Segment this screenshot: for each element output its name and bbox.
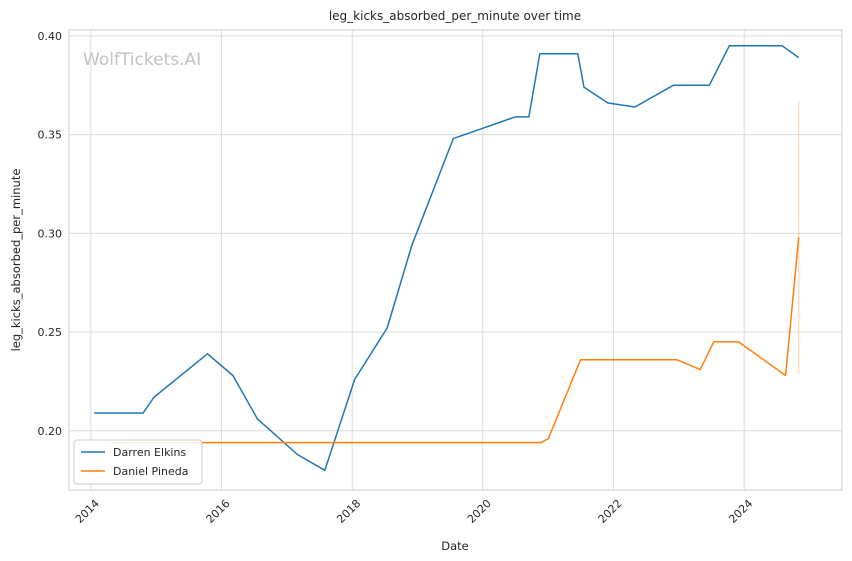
legend-label-darren-elkins: Darren Elkins — [113, 446, 186, 459]
chart-title: leg_kicks_absorbed_per_minute over time — [329, 9, 581, 23]
x-axis-title: Date — [441, 539, 469, 553]
x-tick-label: 2018 — [334, 497, 363, 526]
y-tick-label: 0.35 — [38, 129, 63, 142]
x-tick-label: 2014 — [73, 497, 102, 526]
y-tick-label: 0.40 — [38, 30, 63, 43]
watermark: WolfTickets.AI — [83, 50, 201, 70]
series-layer — [94, 45, 800, 472]
legend-label-daniel-pineda: Daniel Pineda — [113, 465, 188, 478]
x-tick-label: 2016 — [204, 497, 233, 526]
series-line-daniel-pineda — [110, 237, 800, 444]
legend: Darren Elkins Daniel Pineda — [73, 439, 203, 485]
grid — [69, 30, 842, 490]
y-tick-label: 0.30 — [38, 227, 63, 240]
y-tick-label: 0.25 — [38, 326, 63, 339]
x-tick-label: 2022 — [596, 497, 625, 526]
y-tick-label: 0.20 — [38, 425, 63, 438]
y-axis-title: leg_kicks_absorbed_per_minute — [9, 169, 23, 352]
plot-frame — [68, 29, 843, 491]
series-line-darren-elkins — [94, 45, 800, 472]
x-ticks: 2014 2016 2018 2020 2022 2024 — [73, 497, 755, 526]
x-tick-label: 2020 — [465, 497, 494, 526]
x-tick-label: 2024 — [726, 497, 755, 526]
y-ticks: 0.20 0.25 0.30 0.35 0.40 — [38, 30, 63, 438]
legend-box — [73, 439, 203, 485]
